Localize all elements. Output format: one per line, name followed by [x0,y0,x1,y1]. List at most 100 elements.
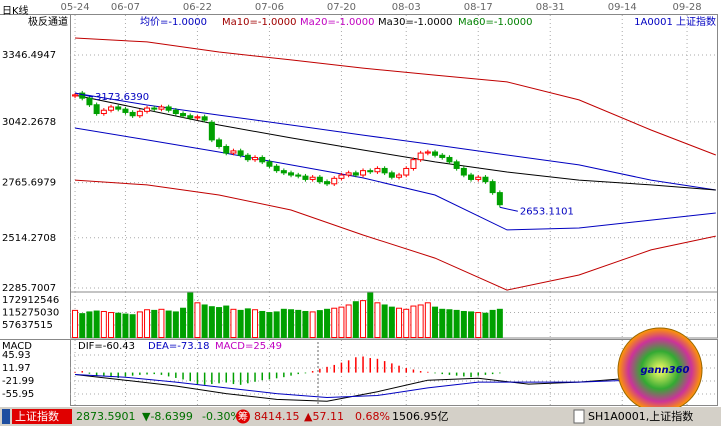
status-change: ▼-8.6399 [142,410,193,423]
y-tick-label: 3042.2678 [2,117,56,128]
volume-bar [151,309,158,338]
candle-body [410,159,417,169]
volume-bar [496,308,503,339]
status-badge: 筹 [238,410,248,423]
candle-body [86,97,93,106]
candle-body [216,139,223,147]
x-tick-label: 07-06 [255,2,284,13]
x-tick-label: 08-31 [536,2,565,13]
volume-bar [187,292,194,338]
candle-body [302,175,309,180]
candle-body [201,116,208,121]
status-index[interactable]: 上证指数 [15,409,59,423]
volume-bar [237,309,244,338]
status-change2: ▲57.11 [304,410,344,423]
candle-body [180,113,187,117]
status-percent2: 0.68% [355,410,390,423]
volume-bar [158,308,165,339]
volume-bar [446,309,453,339]
legend-item: 均价=-1.0000 [140,16,207,28]
volume-bar [86,311,93,339]
x-tick-label: 07-20 [327,2,356,13]
x-tick-label: 09-14 [608,2,637,13]
volume-bar [468,311,475,339]
candle-body [230,150,237,154]
volume-bar [417,304,424,339]
volume-bar [360,300,367,339]
macd-panel [70,339,718,406]
y-tick-label: 115275030 [2,307,59,318]
candle-body [352,172,359,176]
candle-body [187,115,194,119]
candle-body [489,181,496,194]
index-box [12,409,72,424]
legend-item: Ma10=-1.0000 [222,17,296,28]
status-code[interactable]: SH1A0001,上证指数 [588,409,693,423]
volume-bar [439,308,446,339]
volume-bar [223,305,230,338]
y-tick-label: 11.97 [2,363,31,374]
candle-body [259,156,266,163]
annotation: 2653.1101 [520,206,574,217]
status-bar [0,407,721,426]
volume-bar [453,309,460,338]
annotation-leader [74,92,94,98]
volume-bar [381,304,388,339]
status-icon [573,409,585,424]
candle-body [223,145,230,154]
volume-bar [331,307,338,338]
volume-bar [489,309,496,338]
status-icon [2,409,10,424]
volume-bar [136,311,143,339]
volume-bar [288,309,295,339]
y-tick-label: 172912546 [2,295,59,306]
indicator-name: 极反通道 [28,15,68,28]
volume-bar [108,312,115,338]
x-tick-label: 08-17 [464,2,493,13]
volume-bar [388,306,395,339]
channel-line [74,127,716,231]
status-turnover: 8414.15 [254,410,300,423]
legend-item: Ma30=-1.0000 [378,17,452,28]
candle-body [122,108,129,113]
candle-body [108,106,115,111]
y-tick-label: 2514.2708 [2,233,56,244]
candle-body [172,109,179,115]
volume-bar [460,310,467,339]
candle-body [237,150,244,156]
macd-label: DEA=-73.18 [148,341,209,352]
candle-body [309,176,316,180]
volume-bar [259,310,266,339]
volume-bar [165,310,172,339]
legend-item: Ma60=-1.0000 [458,17,532,28]
candle-body [288,172,295,176]
y-tick-label: 57637515 [2,320,53,331]
candle-body [482,176,489,183]
candle-body [367,170,374,173]
chart-title: 日K线 [2,4,29,17]
volume-bar [424,302,431,339]
x-tick-label: 08-03 [392,2,421,13]
candle-body [496,192,503,206]
annotation: 3173.6390 [95,92,149,103]
volume-bar [432,306,439,339]
x-tick-label: 09-28 [673,2,702,13]
candle-body [424,151,431,154]
candle-body [417,152,424,161]
watermark: gann360 [640,365,689,376]
x-tick-label: 06-07 [111,2,140,13]
candle-body [244,154,251,161]
badge-circle [236,409,250,424]
candle-body [144,107,151,112]
candle-body [72,94,79,97]
volume-bar [374,302,381,339]
candle-body [453,161,460,169]
y-tick-label: 2765.6979 [2,178,56,189]
volume-bar [208,306,215,339]
candle-body [331,177,338,185]
volume-bar [201,304,208,339]
volume-bar [93,310,100,339]
candle-body [439,154,446,158]
candle-body [194,116,201,119]
